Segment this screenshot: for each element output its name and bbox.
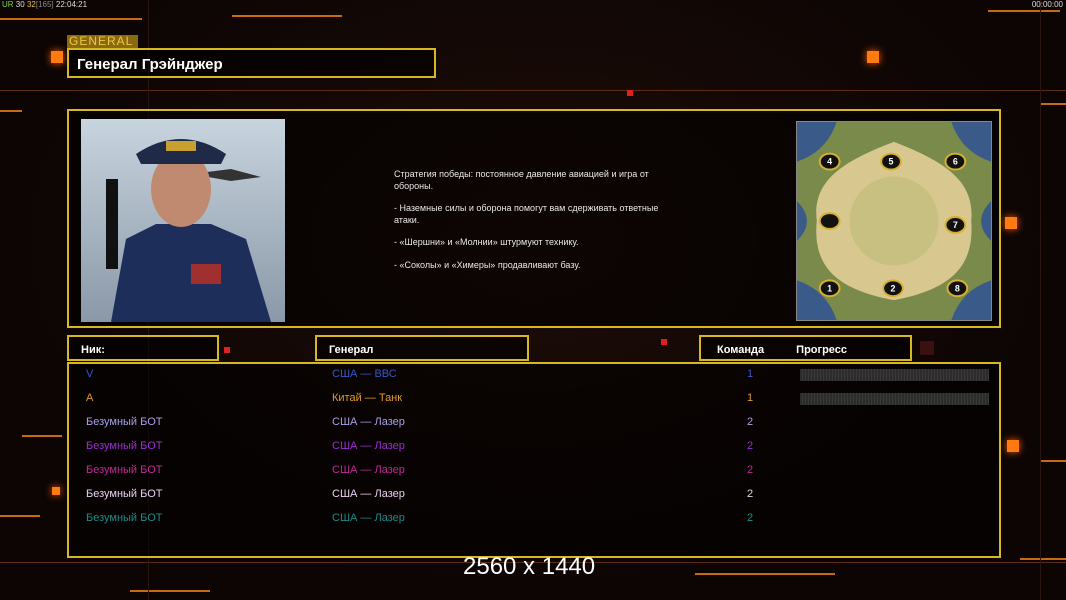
player-team: 2: [747, 464, 754, 476]
player-general: Китай — Танк: [332, 392, 403, 404]
deco-line: [232, 15, 342, 17]
description-line: - «Шершни» и «Молнии» штурмуют технику.: [394, 237, 579, 247]
start-position-marker[interactable]: 7: [944, 216, 967, 234]
deco-square: [1007, 440, 1019, 452]
player-team: 2: [747, 488, 754, 500]
column-header-nick: Ник:: [67, 335, 219, 361]
player-row: Безумный БОТ США — Лазер 2: [69, 460, 999, 484]
player-nick: Безумный БОТ: [86, 464, 163, 476]
deco-line: [1020, 558, 1066, 560]
general-info-panel: Стратегия победы: постоянное давление ав…: [67, 109, 1001, 328]
player-nick: Безумный БОТ: [86, 512, 163, 524]
deco-line: [1040, 103, 1066, 105]
general-tag: GENERAL: [67, 35, 138, 48]
svg-text:8: 8: [955, 283, 960, 293]
game-timer: 00:00:00: [1031, 0, 1063, 9]
column-header-general: Генерал: [315, 335, 529, 361]
player-team: 2: [747, 512, 754, 524]
start-position-marker[interactable]: 1: [818, 279, 841, 298]
column-header-progress: Прогресс: [796, 344, 848, 356]
player-nick: V: [86, 368, 94, 380]
player-nick: Безумный БОТ: [86, 416, 163, 428]
start-position-marker[interactable]: 4: [818, 152, 841, 171]
general-description: Стратегия победы: постоянное давление ав…: [394, 169, 704, 282]
start-position-marker[interactable]: 6: [944, 152, 967, 171]
description-line: Стратегия победы: постоянное давление ав…: [394, 169, 649, 191]
fps-counter: UR 30 32[165] 22:04:21: [2, 0, 88, 9]
deco-line: [0, 515, 40, 517]
deco-square: [51, 51, 63, 63]
map-preview: 1 2 4 5 6 7 8: [796, 121, 992, 321]
svg-text:4: 4: [827, 157, 832, 167]
player-row: V США — ВВС 1: [69, 364, 999, 388]
player-team: 1: [747, 368, 754, 380]
player-general: США — Лазер: [332, 464, 405, 476]
start-position-marker[interactable]: [818, 212, 841, 230]
deco-line: [0, 18, 142, 20]
column-header-team: Команда: [717, 344, 765, 356]
deco-line: [0, 110, 22, 112]
player-nick: Безумный БОТ: [86, 440, 163, 452]
description-line: - Наземные силы и оборона помогут вам сд…: [394, 203, 659, 225]
progress-bar: [800, 369, 989, 381]
general-portrait: [81, 119, 285, 322]
player-team: 2: [747, 440, 754, 452]
player-row: A Китай — Танк 1: [69, 388, 999, 412]
svg-text:7: 7: [953, 220, 958, 230]
deco-line: [130, 590, 210, 592]
deco-line: [988, 10, 1060, 12]
player-row: Безумный БОТ США — Лазер 2: [69, 508, 999, 532]
svg-text:2: 2: [891, 283, 896, 293]
deco-square: [661, 339, 667, 345]
general-name: Генерал Грэйнджер: [67, 48, 436, 78]
description-line: - «Соколы» и «Химеры» продавливают базу.: [394, 259, 581, 270]
player-general: США — Лазер: [332, 416, 405, 428]
player-row: Безумный БОТ США — Лазер 2: [69, 484, 999, 508]
player-team: 1: [747, 392, 754, 404]
deco-square: [224, 347, 230, 353]
deco-square: [867, 51, 879, 63]
player-general: США — Лазер: [332, 488, 405, 500]
svg-text:5: 5: [889, 157, 894, 167]
player-nick: A: [86, 392, 94, 404]
player-team: 2: [747, 416, 754, 428]
deco-square: [920, 341, 934, 355]
svg-text:1: 1: [827, 283, 832, 293]
deco-line: [1040, 460, 1066, 462]
deco-line: [0, 562, 1066, 563]
column-header-team-progress: Команда Прогресс: [699, 335, 912, 361]
start-position-marker[interactable]: 5: [880, 152, 902, 171]
player-row: Безумный БОТ США — Лазер 2: [69, 436, 999, 460]
player-general: США — ВВС: [332, 368, 397, 380]
player-general: США — Лазер: [332, 440, 405, 452]
resolution-label: 2560 x 1440: [463, 553, 596, 580]
svg-text:6: 6: [953, 157, 958, 167]
player-row: Безумный БОТ США — Лазер 2: [69, 412, 999, 436]
player-nick: Безумный БОТ: [86, 488, 163, 500]
deco-square: [52, 487, 60, 495]
deco-line: [1040, 0, 1041, 600]
deco-square: [627, 90, 633, 96]
deco-line: [695, 573, 835, 575]
deco-square: [1005, 217, 1017, 229]
start-position-marker[interactable]: 8: [946, 279, 969, 298]
deco-line: [0, 90, 1066, 91]
progress-bar: [800, 393, 989, 405]
deco-line: [22, 435, 62, 437]
start-position-marker[interactable]: 2: [882, 279, 904, 298]
player-general: США — Лазер: [332, 512, 405, 524]
